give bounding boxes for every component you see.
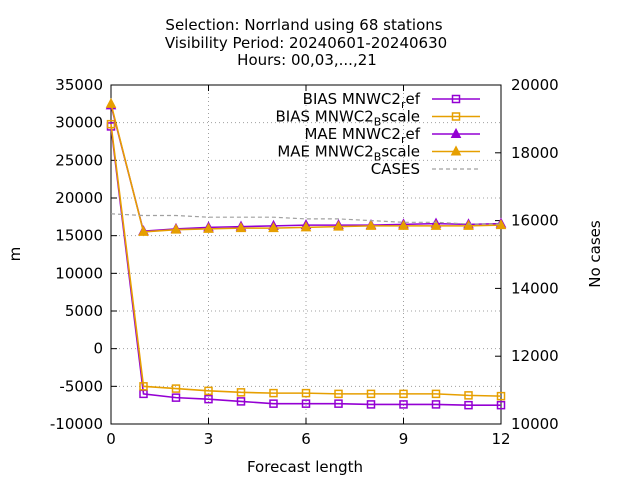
y-tick-label: -5000 [59,377,103,395]
title-line-1: Selection: Norrland using 68 stations [165,16,442,34]
y-tick-label: 25000 [55,151,103,169]
data-point [171,393,181,402]
data-point [236,388,246,397]
data-point [269,399,278,408]
series-2 [106,119,506,401]
series-lines [105,97,507,410]
data-point [171,384,181,393]
legend-entry-3: MAE MNWC2ref [304,125,480,146]
x-tick-label: 9 [399,430,409,448]
data-point [464,400,473,410]
data-point [399,389,408,399]
data-point [204,394,213,404]
legend-label: MAE MNWC2Bscale [277,143,420,164]
x-tick-label: 0 [106,430,116,448]
chart-title: Selection: Norrland using 68 stations Vi… [165,16,447,69]
data-point [301,388,311,398]
legend-marker [451,112,461,121]
x-tick-label: 3 [204,430,214,448]
y-axis-label: m [6,247,24,262]
axes [110,84,502,425]
data-point [334,399,343,408]
data-point [333,220,344,231]
data-point [138,225,149,236]
y2-tick-label: 10000 [511,415,559,433]
legend-label: BIAS MNWC2Bscale [276,108,420,129]
legend-entry-2: BIAS MNWC2Bscale [276,108,480,129]
legend-marker [450,145,462,156]
data-point [431,389,441,399]
data-point [464,391,473,400]
x-tick-label: 6 [301,430,311,448]
title-line-2: Visibility Period: 20240601-20240630 [165,34,447,52]
data-point [170,223,182,234]
legend-marker [450,127,462,138]
y-tick-label: 20000 [55,189,103,207]
legend-entry-5: CASES [371,160,480,178]
series-line [110,213,501,225]
data-point [105,97,117,108]
data-point [300,221,312,232]
data-point [366,400,376,409]
y2-tick-label: 18000 [511,144,559,162]
series-4 [105,97,507,236]
y-tick-label: 30000 [55,114,103,132]
y2-tick-label: 20000 [511,76,559,94]
data-point [496,400,506,410]
data-point [268,222,279,233]
y-tick-label: -10000 [50,415,103,433]
y2-axis-label: No cases [586,220,604,288]
y2-tick-label: 16000 [511,212,559,230]
grid [111,85,501,424]
legend-entry-1: BIAS MNWC2ref [303,90,480,111]
data-point [236,397,246,406]
title-line-3: Hours: 00,03,...,21 [237,51,377,69]
data-point [106,119,116,129]
legend-entry-4: MAE MNWC2Bscale [277,143,480,164]
data-point [269,388,278,398]
y2-tick-label: 14000 [511,279,559,297]
series-line [110,124,502,397]
data-point [399,400,408,409]
y-tick-label: 15000 [55,227,103,245]
data-point [366,389,376,399]
y-tick-label: 5000 [65,302,103,320]
y-tick-label: 0 [93,340,103,358]
series-5 [110,213,501,225]
legend-marker [451,94,461,104]
y-tick-label: 10000 [55,264,103,282]
legend-label: CASES [371,160,420,178]
data-point [203,222,214,233]
x-tick-label: 12 [491,430,510,448]
data-point [430,219,442,230]
data-point [463,219,474,230]
legend-label: MAE MNWC2ref [304,125,420,146]
data-point [365,219,377,230]
data-point [398,219,409,230]
data-point [301,399,311,408]
data-point [496,391,506,401]
data-point [235,222,247,233]
data-point [431,400,441,409]
y2-tick-label: 12000 [511,347,559,365]
data-point [334,389,343,399]
data-point [139,382,148,391]
series-line [110,126,501,406]
legend-label: BIAS MNWC2ref [303,90,421,111]
x-axis-label: Forecast length [247,458,363,476]
data-point [204,386,213,396]
y-tick-label: 35000 [55,76,103,94]
tick-labels: 0 3 6 9 12 -10000 -5000 0 5000 10000 15000 20000 250… [50,76,559,448]
